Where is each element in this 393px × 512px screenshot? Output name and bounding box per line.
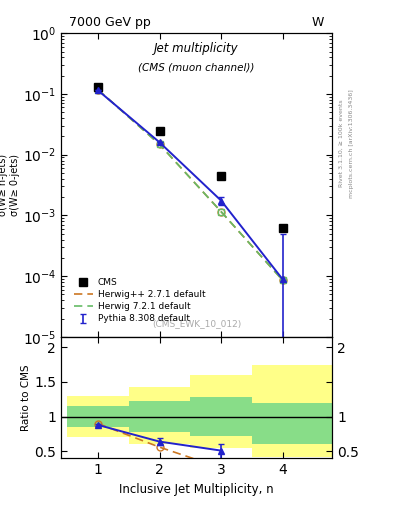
CMS: [281, 225, 285, 231]
Herwig++ 2.7.1 default: [281, 278, 285, 284]
Herwig 7.2.1 default: [157, 141, 162, 147]
Line: CMS: CMS: [94, 83, 287, 232]
Y-axis label: σ(W≥ n-jets)
σ(W≥ 0-jets): σ(W≥ n-jets) σ(W≥ 0-jets): [0, 154, 20, 216]
Herwig++ 2.7.1 default: [95, 87, 100, 93]
Line: Herwig++ 2.7.1 default: Herwig++ 2.7.1 default: [98, 90, 283, 281]
CMS: [219, 173, 224, 179]
CMS: [95, 84, 100, 90]
Y-axis label: Ratio to CMS: Ratio to CMS: [21, 364, 31, 431]
Text: 7000 GeV pp: 7000 GeV pp: [69, 16, 151, 29]
Line: Herwig 7.2.1 default: Herwig 7.2.1 default: [98, 90, 283, 281]
Herwig 7.2.1 default: [219, 209, 224, 215]
Text: (CMS (muon channel)): (CMS (muon channel)): [138, 62, 255, 72]
Legend: CMS, Herwig++ 2.7.1 default, Herwig 7.2.1 default, Pythia 8.308 default: CMS, Herwig++ 2.7.1 default, Herwig 7.2.…: [73, 278, 206, 323]
X-axis label: Inclusive Jet Multiplicity, n: Inclusive Jet Multiplicity, n: [119, 483, 274, 496]
CMS: [157, 127, 162, 134]
Herwig 7.2.1 default: [95, 87, 100, 93]
Text: (CMS_EWK_10_012): (CMS_EWK_10_012): [152, 318, 241, 328]
Text: mcplots.cern.ch [arXiv:1306.3436]: mcplots.cern.ch [arXiv:1306.3436]: [349, 89, 354, 198]
Text: W: W: [312, 16, 324, 29]
Text: Rivet 3.1.10, ≥ 100k events: Rivet 3.1.10, ≥ 100k events: [339, 99, 344, 187]
Herwig 7.2.1 default: [281, 278, 285, 284]
Herwig++ 2.7.1 default: [157, 141, 162, 147]
Text: Jet multiplicity: Jet multiplicity: [154, 42, 239, 55]
Herwig++ 2.7.1 default: [219, 209, 224, 215]
